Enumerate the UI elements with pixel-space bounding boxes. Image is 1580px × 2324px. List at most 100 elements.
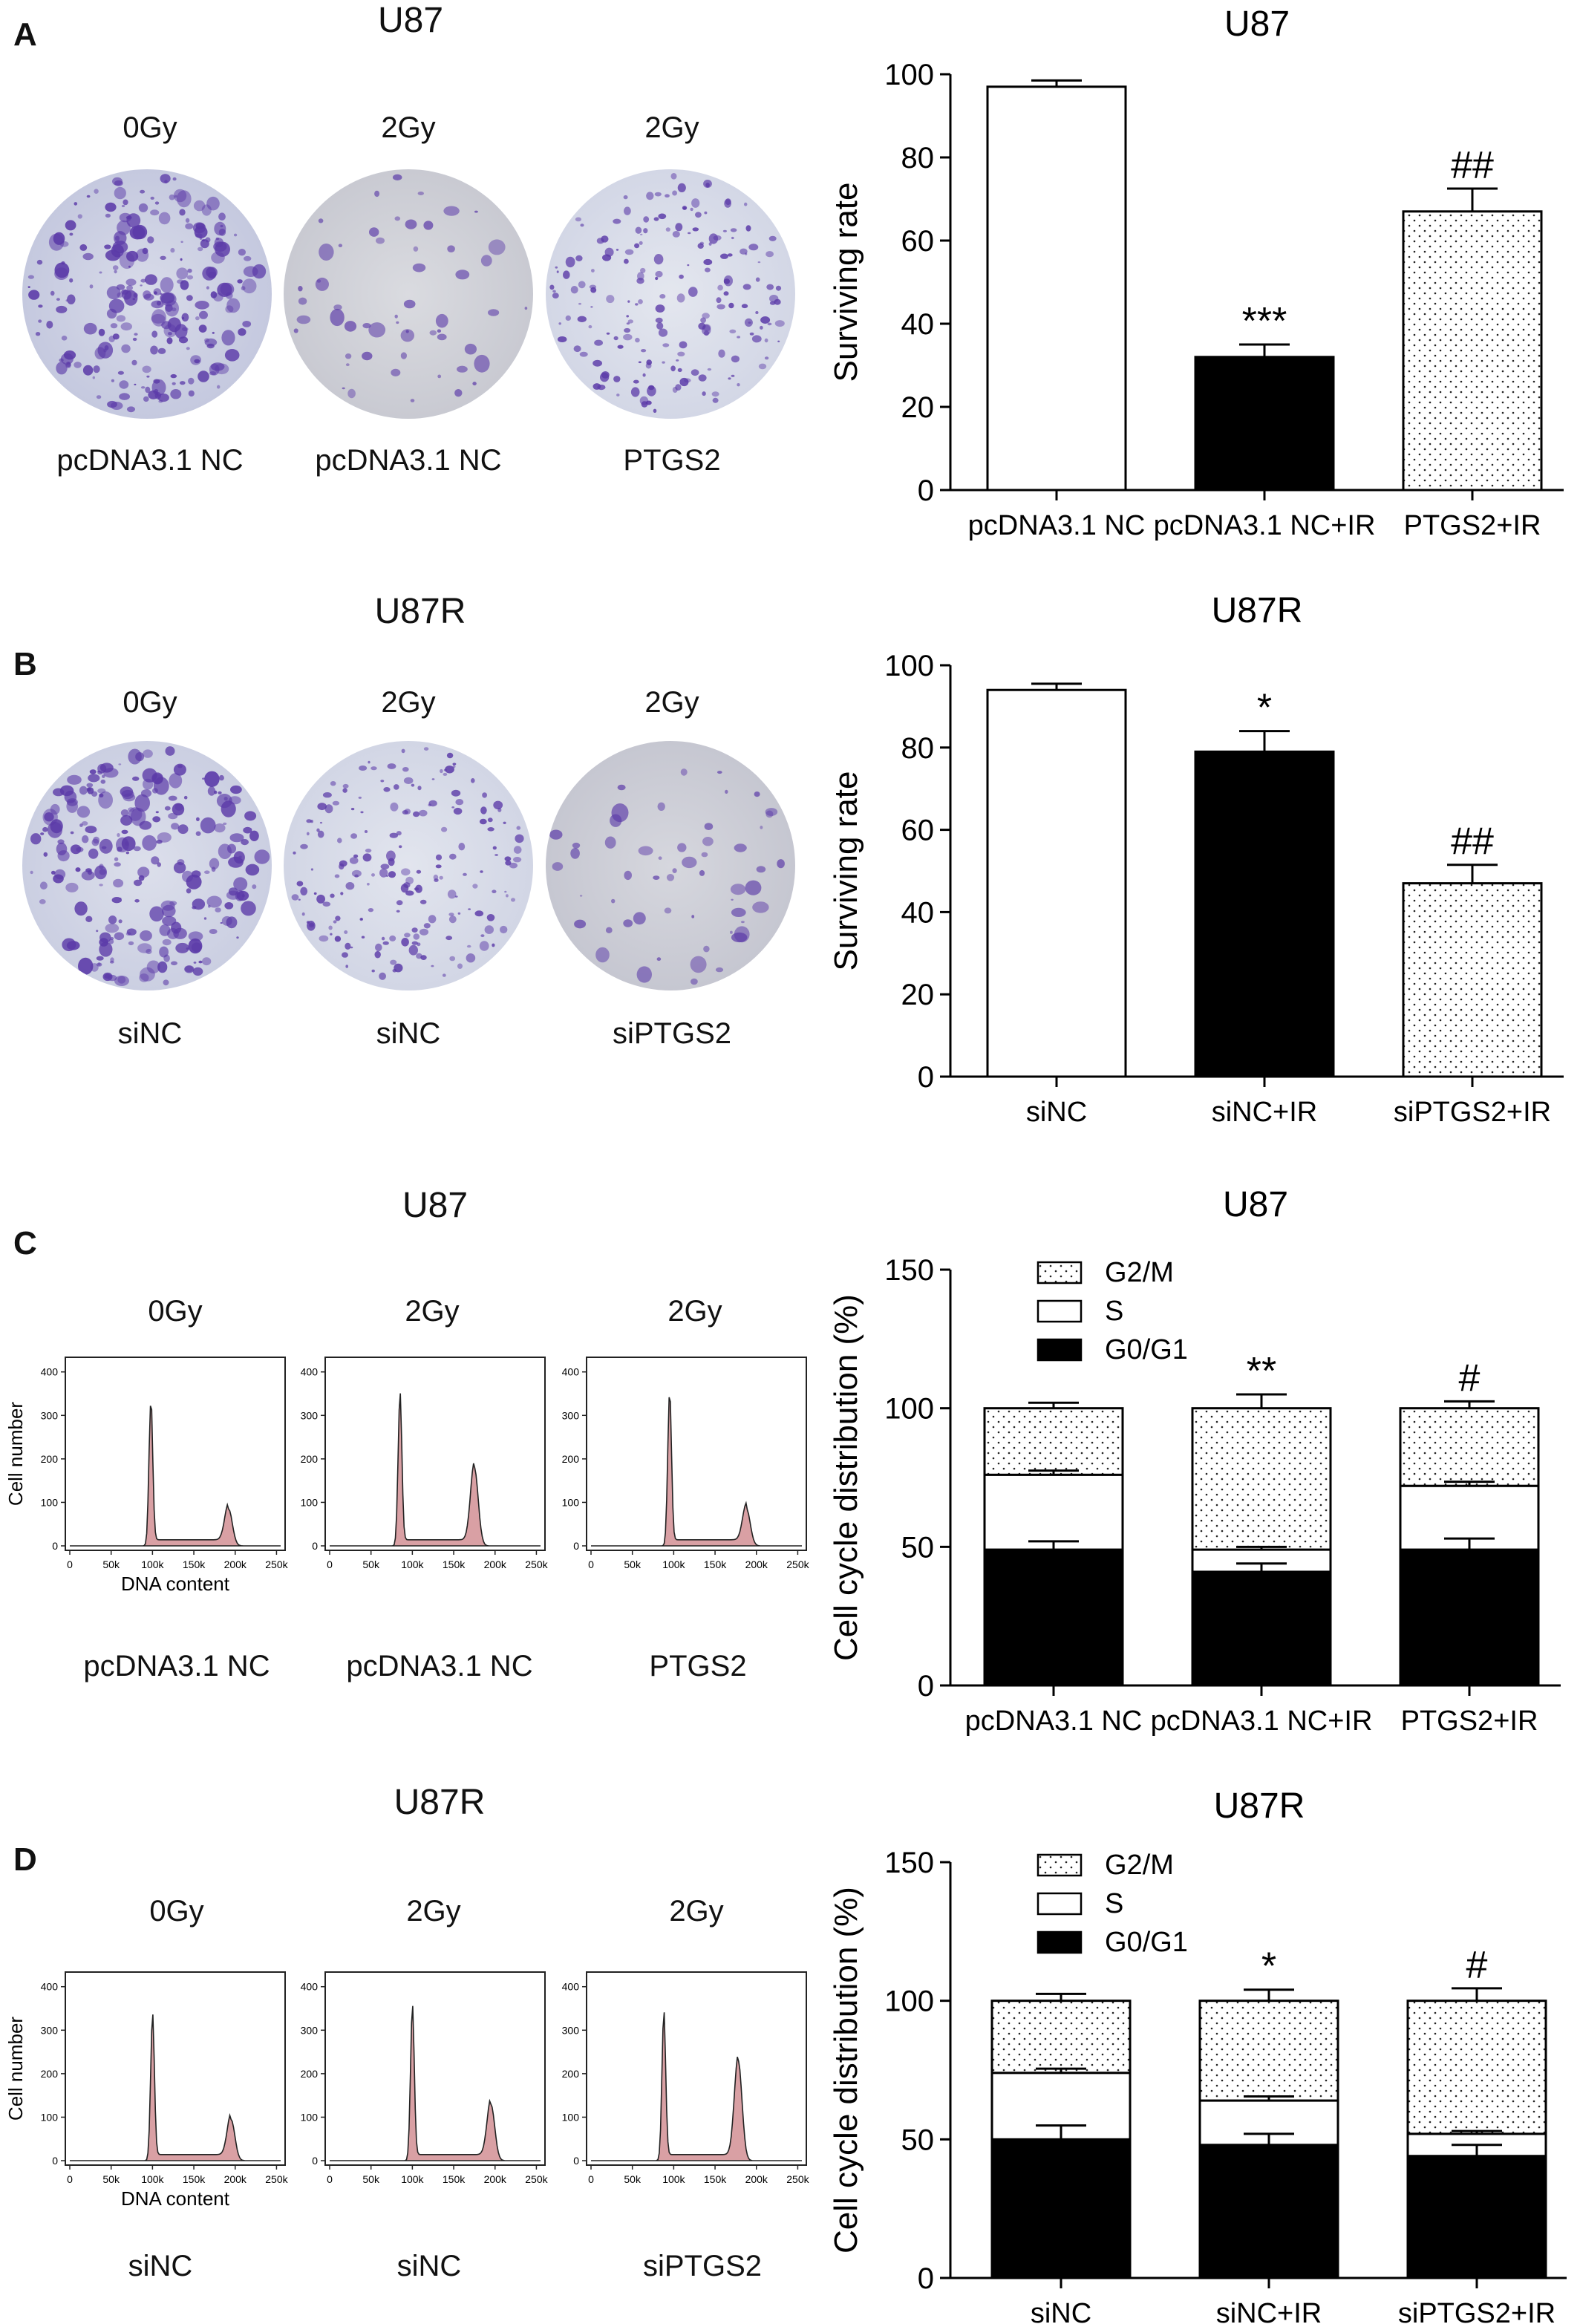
colony	[112, 241, 128, 254]
colony	[215, 907, 221, 913]
colony	[200, 817, 216, 834]
colony	[448, 913, 454, 916]
colony	[688, 287, 698, 297]
x-tick-label: pcDNA3.1 NC+IR	[1154, 510, 1376, 541]
colony	[429, 330, 437, 336]
colony	[237, 279, 243, 284]
colony	[388, 871, 396, 878]
y-tick-label: 40	[901, 896, 935, 929]
colony	[225, 305, 234, 313]
colony	[731, 355, 740, 363]
y-tick-label: 400	[562, 1981, 580, 1993]
y-tick-label: 400	[41, 1366, 59, 1378]
colony	[482, 792, 487, 798]
colony	[672, 868, 677, 873]
dna-histogram-curve	[330, 1393, 541, 1547]
colony	[134, 383, 137, 385]
colony	[92, 376, 95, 379]
colony	[413, 246, 419, 252]
colony	[616, 394, 620, 396]
colony	[711, 391, 719, 397]
colony	[120, 322, 132, 331]
colony	[638, 361, 642, 364]
colony	[416, 869, 422, 874]
colony	[186, 888, 192, 894]
colony	[318, 218, 324, 223]
colony	[760, 826, 763, 829]
colony	[655, 304, 665, 313]
colony	[604, 836, 616, 849]
colony	[728, 377, 731, 380]
colony	[218, 791, 222, 794]
colony	[180, 280, 189, 290]
colony	[151, 330, 158, 338]
x-tick-label: 150k	[443, 1558, 466, 1570]
colony	[445, 936, 453, 941]
colony	[293, 851, 296, 855]
colony	[82, 365, 94, 376]
colony	[692, 227, 699, 232]
colony	[435, 854, 443, 861]
colony	[437, 374, 442, 379]
colony	[391, 368, 401, 376]
colony	[131, 359, 137, 366]
colony	[578, 302, 581, 305]
x-tick-label: siNC+IR	[1216, 2298, 1322, 2324]
colony	[85, 915, 93, 922]
colony	[688, 232, 691, 235]
colony	[202, 957, 212, 966]
colony	[627, 319, 633, 324]
colony	[634, 243, 640, 249]
y-tick-label: 0	[918, 474, 934, 507]
colony	[435, 313, 448, 328]
colony	[160, 255, 166, 260]
colony	[375, 943, 382, 952]
colony	[443, 772, 448, 776]
colony-dish	[284, 169, 533, 419]
y-tick-label: 0	[918, 1061, 934, 1094]
y-tick-label: 20	[901, 391, 935, 424]
colony	[157, 961, 168, 973]
colony	[214, 823, 226, 833]
colony	[79, 786, 88, 795]
colony	[638, 846, 653, 856]
colony	[729, 329, 737, 333]
colony	[679, 341, 688, 349]
colony	[120, 809, 129, 817]
colony	[117, 292, 123, 298]
colony	[760, 325, 763, 330]
colony	[451, 789, 461, 797]
colony	[221, 915, 232, 926]
panel-label-a: A	[13, 16, 37, 53]
colony	[119, 252, 135, 270]
colony	[146, 375, 150, 378]
colony	[159, 924, 171, 936]
colony	[136, 248, 149, 262]
y-tick-label: 50	[901, 2124, 935, 2156]
colony	[494, 854, 499, 856]
colony	[99, 884, 103, 887]
legend-label: G2/M	[1105, 1257, 1174, 1288]
colony	[635, 226, 642, 234]
colony	[313, 892, 317, 895]
colony	[105, 213, 111, 218]
colony	[155, 811, 159, 814]
colony	[56, 305, 68, 313]
colony	[330, 781, 336, 786]
colony	[317, 830, 324, 838]
colony	[82, 252, 94, 261]
colony	[186, 275, 194, 280]
colony	[613, 218, 621, 224]
colony	[174, 803, 183, 811]
colony	[487, 817, 493, 823]
plot-frame	[65, 1357, 286, 1551]
colony	[731, 898, 734, 901]
colony	[394, 784, 399, 790]
colony	[106, 308, 117, 319]
flow-histogram: 0 100 200 300 400 0 50k 100k 150k 200k 250k	[562, 1971, 810, 2185]
colony	[100, 779, 106, 784]
panel-b-dose-1: 0Gy	[123, 686, 177, 719]
colony	[755, 311, 759, 314]
panel-b-group-2: siNC	[376, 1017, 441, 1050]
colony	[150, 196, 154, 200]
